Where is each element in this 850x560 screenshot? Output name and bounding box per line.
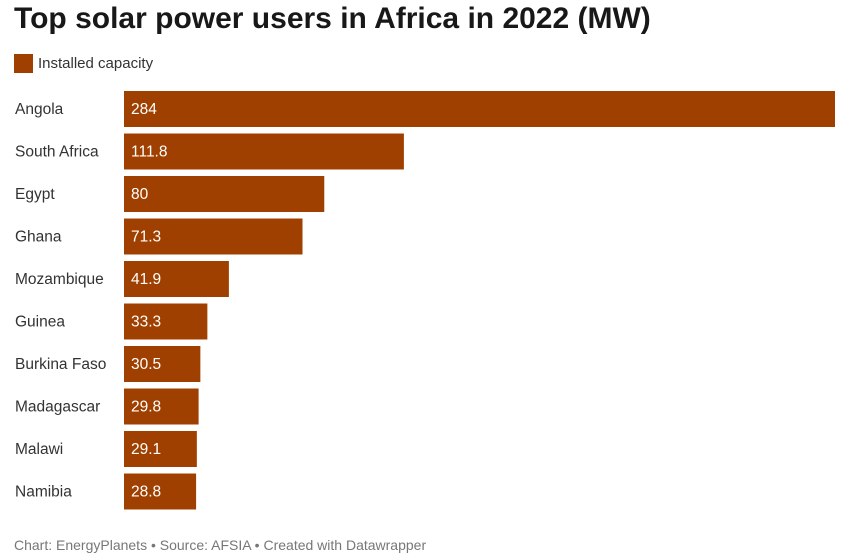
bar-mozambique	[124, 261, 229, 297]
value-label: 28.8	[131, 484, 161, 501]
category-label: Burkina Faso	[15, 356, 106, 373]
value-label: 30.5	[131, 356, 161, 373]
value-label: 41.9	[131, 271, 161, 288]
category-label: Namibia	[15, 484, 72, 501]
bar-guinea	[124, 303, 208, 340]
value-label: 71.3	[131, 229, 161, 246]
category-label: Ghana	[15, 229, 62, 246]
category-label: Guinea	[15, 314, 65, 331]
bar-burkina-faso	[124, 346, 201, 382]
chart-footer: Chart: EnergyPlanets • Source: AFSIA • C…	[14, 537, 427, 553]
category-label: South Africa	[15, 144, 99, 161]
category-label: Malawi	[15, 441, 63, 458]
bar-south-africa	[124, 133, 404, 170]
bar-egypt	[124, 176, 325, 212]
legend-label: Installed capacity	[38, 55, 154, 72]
bar-namibia	[124, 473, 197, 510]
category-label: Mozambique	[15, 271, 104, 288]
value-label: 29.1	[131, 441, 161, 458]
bar-madagascar	[124, 388, 199, 425]
category-label: Angola	[15, 101, 64, 118]
legend-swatch	[14, 54, 33, 73]
bar-chart: Angola 284 South Africa 111.8 Egypt 80 Ghana 71…	[15, 91, 835, 510]
category-label: Egypt	[15, 186, 55, 203]
value-label: 284	[131, 101, 157, 118]
value-label: 29.8	[131, 399, 161, 416]
bar-malawi	[124, 431, 197, 467]
bar-angola	[124, 91, 835, 127]
category-label: Madagascar	[15, 399, 100, 416]
value-label: 111.8	[131, 144, 168, 161]
chart-title: Top solar power users in Africa in 2022 …	[14, 2, 651, 35]
value-label: 80	[131, 186, 149, 203]
value-label: 33.3	[131, 314, 161, 331]
bar-ghana	[124, 218, 303, 255]
legend: Installed capacity	[14, 54, 153, 73]
